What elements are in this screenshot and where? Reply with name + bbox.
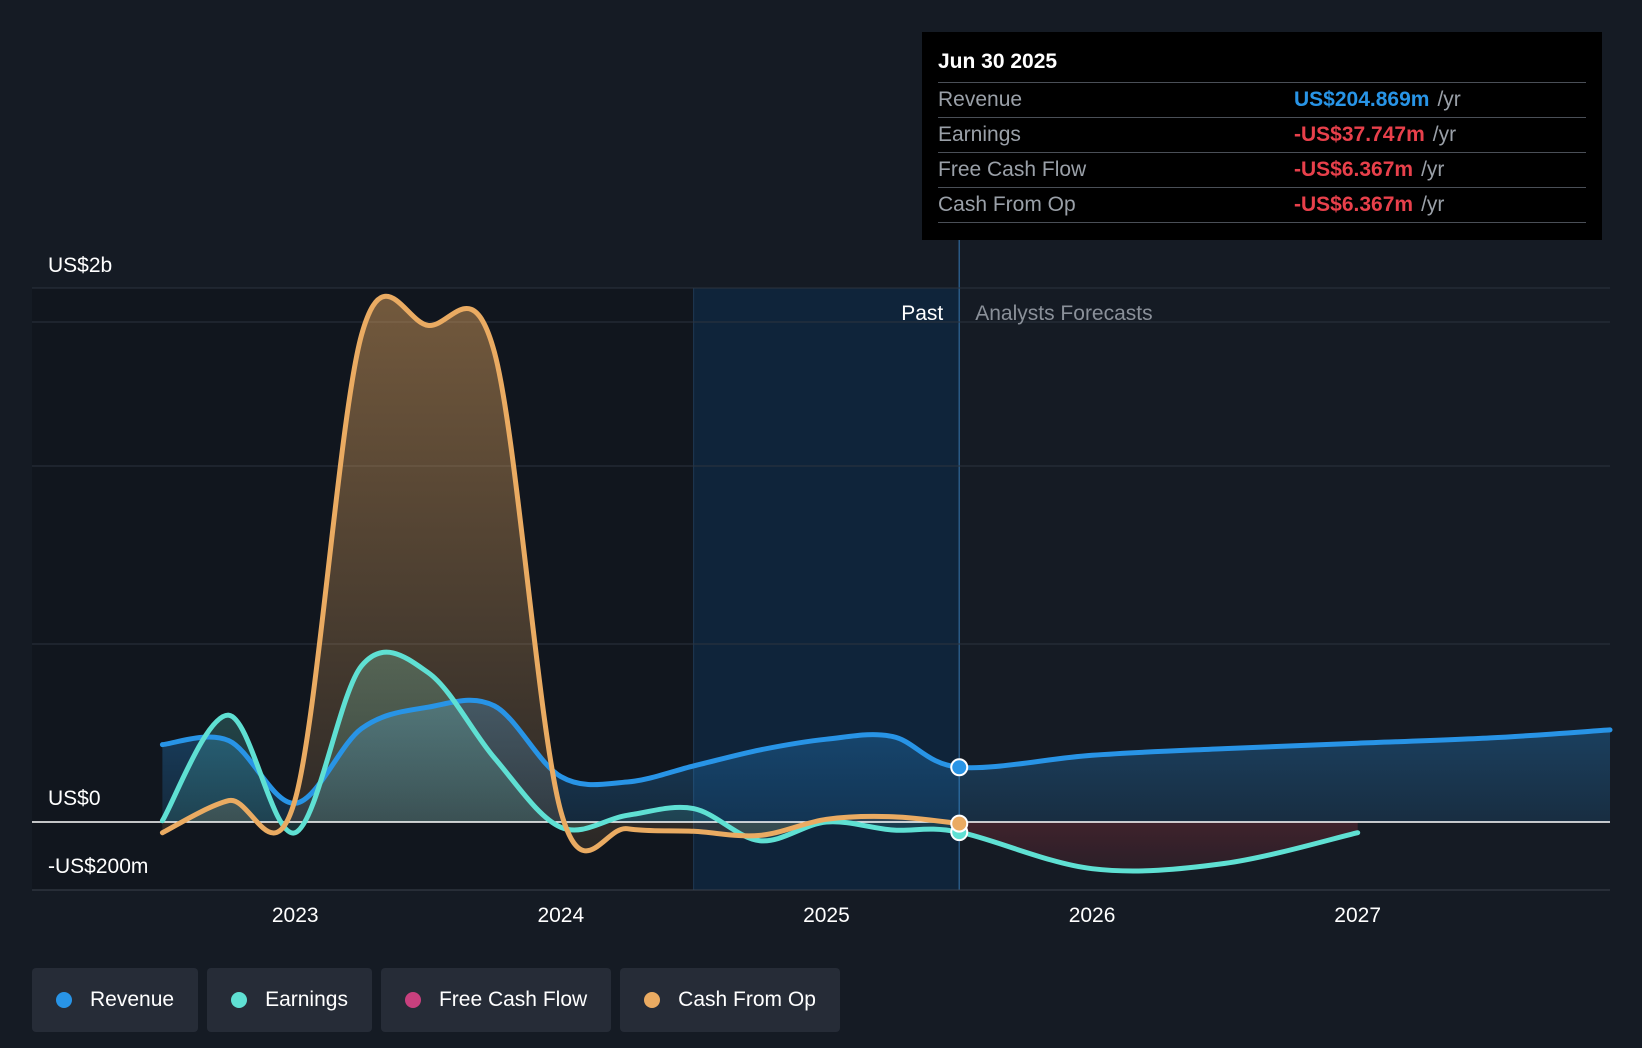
legend-item-earnings[interactable]: Earnings <box>207 968 372 1032</box>
tooltip-value: -US$6.367m <box>1294 158 1414 181</box>
y-label-bottom: -US$200m <box>48 855 148 878</box>
legend-label: Earnings <box>265 988 348 1011</box>
x-tick-label: 2026 <box>1069 904 1116 927</box>
tooltip-unit: /yr <box>1421 193 1445 216</box>
tooltip-value: US$204.869m <box>1294 88 1430 111</box>
revenue-marker <box>950 758 969 777</box>
x-tick-label: 2025 <box>803 904 850 927</box>
past-label: Past <box>901 302 943 325</box>
legend-label: Free Cash Flow <box>438 988 588 1011</box>
legend-label: Cash From Op <box>678 988 816 1011</box>
tooltip-value: -US$37.747m <box>1294 123 1425 146</box>
legend-label: Revenue <box>90 988 175 1011</box>
legend-dot-icon <box>56 992 72 1008</box>
y-label-zero: US$0 <box>48 787 101 810</box>
tooltip-label: Revenue <box>938 88 1023 111</box>
cash-from-op-marker <box>950 814 969 833</box>
tooltip-date: Jun 30 2025 <box>938 46 1586 83</box>
legend-item-revenue[interactable]: Revenue <box>32 968 199 1032</box>
tooltip-label: Cash From Op <box>938 193 1076 216</box>
revenue-line <box>159 697 1613 806</box>
tooltip-unit: /yr <box>1437 88 1461 111</box>
y-label-top: US$2b <box>48 254 112 277</box>
legend-item-free-cash-flow[interactable]: Free Cash Flow <box>380 968 612 1032</box>
cash-from-op-line <box>159 293 962 854</box>
forecast-label: Analysts Forecasts <box>975 302 1152 325</box>
tooltip-row-free-cash-flow: Free Cash Flow -US$6.367m /yr <box>938 153 1586 188</box>
legend-dot-icon <box>644 992 661 1008</box>
earnings-line <box>159 649 1361 874</box>
legend-dot-icon <box>231 992 248 1008</box>
tooltip-row-cash-from-op: Cash From Op -US$6.367m /yr <box>938 188 1586 223</box>
tooltip-value: -US$6.367m <box>1294 193 1414 216</box>
tooltip-row-earnings: Earnings -US$37.747m /yr <box>938 118 1586 153</box>
tooltip-unit: /yr <box>1432 123 1457 146</box>
legend-dot-icon <box>404 992 421 1008</box>
legend: Revenue Earnings Free Cash Flow Cash Fro… <box>32 968 840 1032</box>
legend-item-cash-from-op[interactable]: Cash From Op <box>620 968 840 1032</box>
earnings-negative-area <box>959 822 1358 871</box>
tooltip-label: Earnings <box>938 123 1021 146</box>
tooltip-row-revenue: Revenue US$204.869m /yr <box>938 83 1586 118</box>
x-tick-label: 2027 <box>1334 904 1381 927</box>
tooltip-label: Free Cash Flow <box>938 158 1087 181</box>
x-tick-label: 2024 <box>537 904 584 927</box>
cash-from-op-area <box>162 296 960 851</box>
tooltip: Jun 30 2025 Revenue US$204.869m /yr Earn… <box>922 32 1602 240</box>
tooltip-unit: /yr <box>1421 158 1445 181</box>
x-tick-label: 2023 <box>272 904 319 927</box>
